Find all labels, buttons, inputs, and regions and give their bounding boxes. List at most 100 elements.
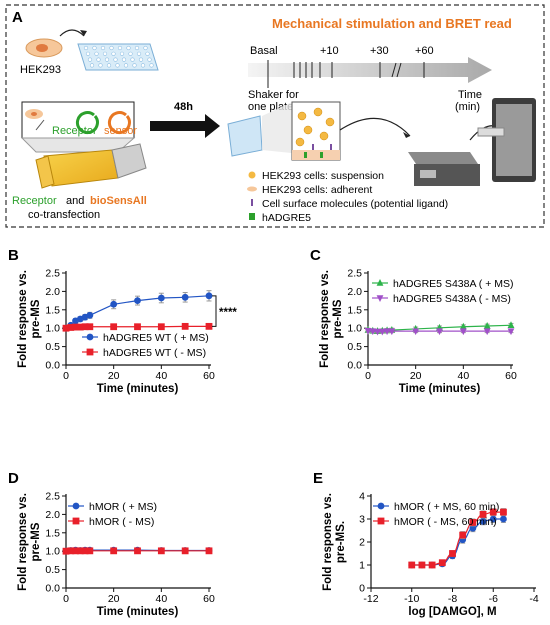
- data-point: [62, 324, 70, 332]
- data-point: [157, 547, 165, 555]
- well-dot: [102, 51, 108, 56]
- y-tick-label: 1.0: [45, 546, 60, 558]
- data-point: [374, 328, 381, 336]
- legend-label: hMOR ( - MS): [89, 516, 154, 528]
- chart-d: D 0.0 0.5 1.0 1.5 2.0 2.5 0 20 40 60 Time (minutes)…: [8, 470, 215, 618]
- y-tick-label: 1.0: [45, 323, 60, 335]
- data-point: [86, 323, 94, 331]
- series-line: [411, 511, 504, 566]
- y-tick-label: 0.0: [45, 583, 60, 595]
- data-point: [81, 323, 89, 331]
- t30-label: +30: [370, 45, 389, 57]
- hek-label: HEK293: [20, 64, 61, 76]
- transfection-and: and: [66, 195, 84, 207]
- incubation-arrow-icon: [150, 114, 220, 138]
- well-dot: [130, 57, 135, 62]
- legend-marker: [72, 502, 80, 510]
- data-point: [383, 328, 391, 336]
- y-tick-label: 2.5: [45, 491, 60, 503]
- y-tick-label: 2.0: [347, 286, 362, 298]
- data-point: [500, 508, 507, 516]
- y-axis-label-2: pre-MS: [30, 299, 42, 338]
- well-dot: [85, 51, 91, 56]
- legend-label: hMOR ( + MS): [89, 501, 157, 513]
- x-axis-label: Time (minutes): [97, 383, 179, 395]
- data-point: [459, 322, 467, 330]
- well-dot: [98, 63, 103, 68]
- data-point: [459, 531, 467, 539]
- y-axis-label-1: Fold response vs.: [17, 493, 29, 591]
- well-zoom-illustration: [227, 101, 341, 161]
- process-arrowhead-icon: [403, 132, 410, 138]
- x-tick-label: -8: [448, 593, 457, 605]
- chart-e: E 0 1 2 3 4 -12 -10 -8 -6 -4 log [DAMGO], M Fold res…: [313, 470, 539, 618]
- well-dot: [96, 57, 101, 62]
- x-tick-label: 20: [108, 593, 120, 605]
- plate-reader-icon: [477, 98, 536, 182]
- y-axis-label-1: Fold response vs.: [319, 270, 331, 368]
- shaker-device-icon: [408, 152, 480, 186]
- legend-a-3: Cell surface molecules (potential ligand…: [262, 198, 448, 210]
- x-tick-label: 0: [63, 593, 69, 605]
- legend-marker: [72, 517, 80, 525]
- well-dot: [134, 45, 140, 51]
- data-point: [72, 323, 79, 331]
- panel-a-title: Mechanical stimulation and BRET read: [272, 16, 512, 31]
- legend-label: hMOR ( - MS, 60 min): [394, 516, 497, 528]
- incubation-label: 48h: [174, 101, 193, 113]
- legend-marker: [376, 295, 384, 302]
- data-point: [469, 524, 477, 532]
- transfection-sensor: bioSensAll: [90, 195, 147, 207]
- legend-a-4: hADGRE5: [262, 212, 311, 224]
- y-tick-label: 0.5: [347, 341, 362, 353]
- y-tick-label: 3: [359, 514, 365, 526]
- x-tick-label: -4: [529, 593, 538, 605]
- x-tick-label: 60: [505, 370, 517, 382]
- x-axis-label: Time (minutes): [97, 606, 179, 618]
- chart-c: C 0.0 0.5 1.0 1.5 2.0 2.5 0 20 40 60 Time (minutes)…: [310, 247, 517, 395]
- well-dot: [83, 45, 89, 51]
- receptor-icon: [75, 111, 99, 135]
- panel-a-legend: HEK293 cells: suspension HEK293 cells: a…: [247, 170, 448, 224]
- well-dot: [143, 45, 148, 51]
- data-point: [181, 293, 189, 301]
- y-tick-label: 2.0: [45, 286, 60, 298]
- arrow-icon: [59, 29, 85, 37]
- data-point: [479, 517, 487, 525]
- series-1: [408, 508, 507, 569]
- y-axis-label-1: Fold response vs.: [17, 270, 29, 368]
- well-dot: [147, 57, 152, 62]
- sensor-icon: [107, 111, 131, 135]
- y-tick-label: 0.0: [45, 360, 60, 372]
- x-tick-label: 40: [457, 370, 469, 382]
- data-point: [489, 515, 497, 523]
- data-point: [500, 515, 507, 523]
- chart-b: B 0.0 0.5 1.0 1.5 2.0 2.5 0 20 40 60 Time (minutes)…: [8, 247, 237, 395]
- t10-label: +10: [320, 45, 339, 57]
- data-point: [479, 511, 487, 518]
- well-dot: [87, 57, 93, 62]
- t60-label: +60: [415, 45, 434, 57]
- y-tick-label: 1: [359, 560, 365, 572]
- y-tick-label: 4: [359, 491, 365, 503]
- series-1: [62, 547, 213, 555]
- data-point: [76, 547, 84, 555]
- legend: hADGRE5 S438A ( + MS) hADGRE5 S438A ( - M…: [372, 278, 514, 305]
- data-point: [205, 322, 213, 330]
- legend: hMOR ( + MS, 60 min) hMOR ( - MS, 60 min): [373, 501, 499, 528]
- panel-label: B: [8, 247, 19, 264]
- panel-a-label: A: [12, 9, 23, 26]
- data-point: [412, 328, 420, 336]
- suspension-cell-icon: [248, 171, 256, 179]
- data-point: [205, 547, 213, 555]
- data-point: [67, 547, 75, 555]
- well-dot: [123, 63, 129, 68]
- data-point: [438, 559, 446, 567]
- legend: hMOR ( + MS) hMOR ( - MS): [68, 501, 157, 528]
- well-dot: [111, 51, 116, 56]
- y-axis-label-2: pre-MS: [332, 299, 344, 338]
- data-point: [86, 547, 94, 555]
- well-dot: [104, 57, 110, 62]
- x-tick-label: -10: [404, 593, 419, 605]
